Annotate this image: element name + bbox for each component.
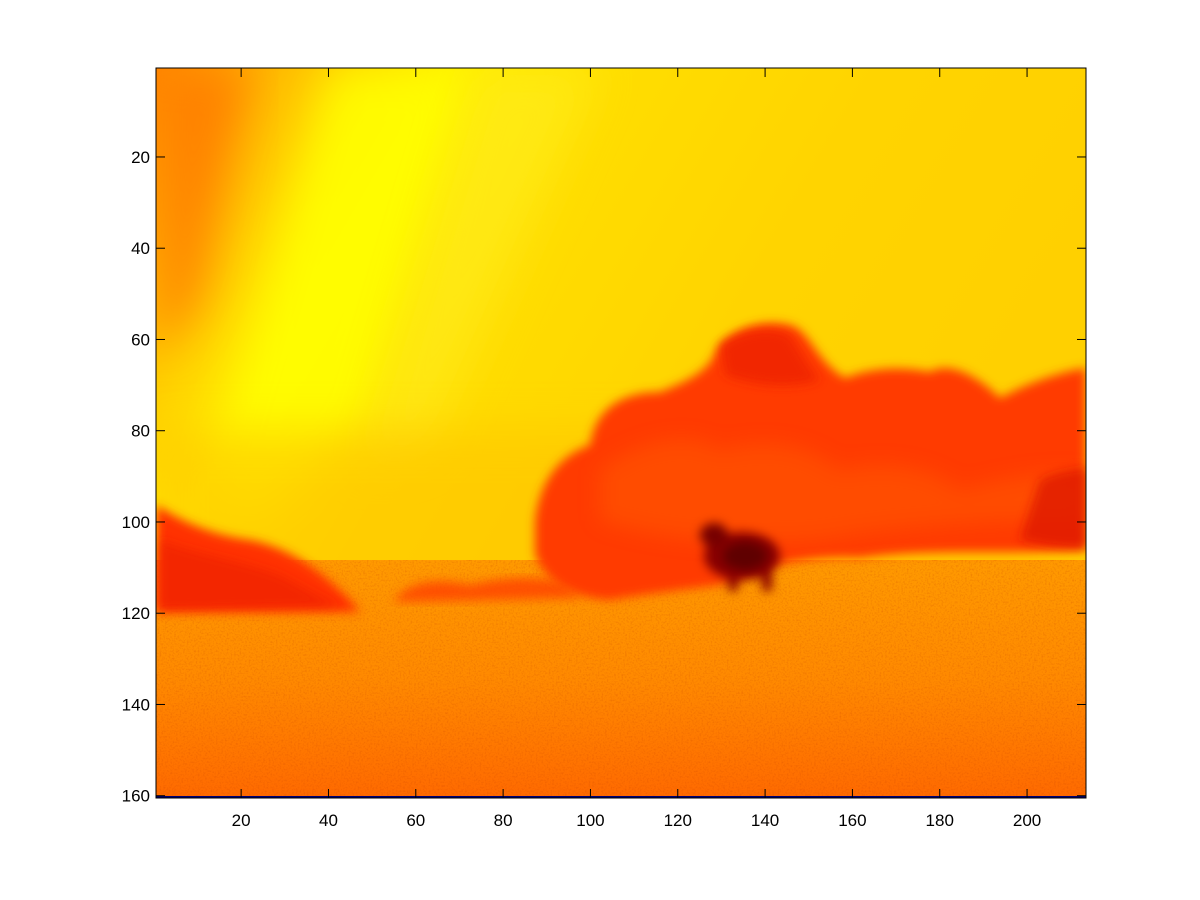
y-axis-ticks: 20 40 60 80 100 120 140 160 bbox=[122, 148, 1086, 806]
y-tick-label: 80 bbox=[131, 422, 150, 441]
y-tick-label: 20 bbox=[131, 148, 150, 167]
sky-corner-shade bbox=[156, 68, 250, 360]
x-tick-label: 200 bbox=[1013, 811, 1041, 830]
x-tick-label: 60 bbox=[406, 811, 425, 830]
y-tick-label: 60 bbox=[131, 330, 150, 349]
tree-highlight bbox=[600, 439, 1086, 542]
y-tick-label: 160 bbox=[122, 787, 150, 806]
x-tick-label: 20 bbox=[232, 811, 251, 830]
light-band bbox=[210, 68, 470, 520]
axes-box bbox=[155, 67, 1087, 799]
x-tick-label: 120 bbox=[664, 811, 692, 830]
light-band-secondary bbox=[360, 68, 600, 470]
y-tick-label: 100 bbox=[122, 513, 150, 532]
y-tick-label: 40 bbox=[131, 239, 150, 258]
horizon-hedge bbox=[395, 578, 580, 602]
x-tick-label: 140 bbox=[751, 811, 779, 830]
heatmap-image bbox=[156, 68, 1086, 798]
tree-right-edge-shade bbox=[1020, 468, 1086, 548]
left-bushes-dark bbox=[160, 540, 340, 610]
x-tick-label: 80 bbox=[494, 811, 513, 830]
x-tick-label: 40 bbox=[319, 811, 338, 830]
x-tick-label: 180 bbox=[926, 811, 954, 830]
bottom-row-navy bbox=[156, 796, 1086, 798]
x-axis-ticks: 20 40 60 80 100 120 140 160 180 200 bbox=[232, 68, 1041, 830]
tree-deep-shade bbox=[720, 329, 820, 386]
animal-body-core bbox=[723, 542, 767, 570]
y-tick-label: 120 bbox=[122, 604, 150, 623]
x-tick-label: 160 bbox=[838, 811, 866, 830]
y-tick-label: 140 bbox=[122, 695, 150, 714]
x-tick-label: 100 bbox=[576, 811, 604, 830]
